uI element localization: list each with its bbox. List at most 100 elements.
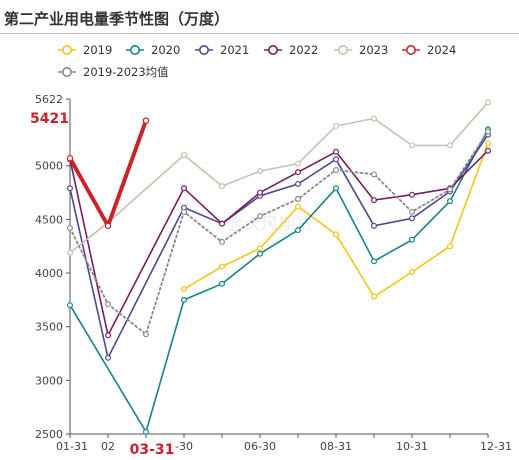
data-point: [66, 155, 74, 162]
y-tick-label: 3500: [35, 321, 63, 334]
data-point: [371, 197, 378, 204]
legend-label: 2019: [83, 43, 112, 57]
legend-swatch-marker: [199, 44, 210, 55]
y-tick-label: 4000: [35, 267, 63, 280]
data-point: [333, 167, 340, 174]
chart-axes: 2500 3000 3500 4000 4500 5000 5622 01-31 02 -30 06…: [35, 93, 512, 453]
title-divider: [0, 33, 519, 34]
data-point: [295, 160, 302, 167]
data-point: [371, 115, 378, 122]
data-point: [333, 231, 340, 238]
legend-swatch-marker: [337, 44, 348, 55]
data-point: [409, 268, 416, 275]
y-tick-label: 3000: [35, 374, 63, 387]
data-point: [104, 332, 111, 339]
data-point: [104, 301, 111, 308]
legend-item-2020: 2020: [126, 43, 180, 57]
series-layer: [66, 99, 492, 435]
data-point: [104, 222, 112, 230]
series-line: [69, 130, 489, 336]
data-point: [295, 196, 302, 203]
y-tick-label: 2500: [35, 428, 63, 441]
data-point: [371, 171, 378, 178]
legend-item-2023: 2023: [334, 43, 388, 57]
legend-label: 2024: [427, 43, 456, 57]
legend-label: 2020: [151, 43, 180, 57]
legend-label: 2022: [289, 43, 318, 57]
data-point: [333, 156, 340, 163]
x-tick-label: 08-31: [320, 440, 352, 453]
legend-swatch-marker: [267, 44, 278, 55]
data-point: [409, 215, 416, 222]
data-point: [485, 147, 492, 154]
data-point: [257, 250, 264, 257]
data-point: [295, 169, 302, 176]
series-2020: [66, 126, 492, 435]
legend-swatch-marker: [61, 67, 72, 78]
data-point: [181, 296, 188, 303]
x-tick-label: 02: [101, 440, 115, 453]
data-point: [66, 224, 73, 231]
data-point: [447, 198, 454, 205]
data-point: [333, 148, 340, 155]
x-tick-label: 10-31: [396, 440, 428, 453]
data-point: [181, 286, 188, 293]
data-point: [219, 238, 226, 245]
callouts: 5421 03-31: [30, 111, 174, 458]
legend-item-2021: 2021: [195, 43, 249, 57]
x-tick-label: -30: [175, 440, 193, 453]
data-point: [66, 185, 73, 192]
legend-swatch-marker: [405, 44, 416, 55]
legend-label: 2019-2023均值: [83, 65, 169, 79]
data-point: [371, 293, 378, 300]
data-point: [409, 236, 416, 243]
data-point: [333, 123, 340, 130]
legend-item-2022: 2022: [264, 43, 318, 57]
data-point: [219, 220, 226, 227]
data-point: [295, 203, 302, 210]
data-point: [219, 263, 226, 270]
data-point: [409, 208, 416, 215]
y-tick-label: 4500: [35, 213, 63, 226]
data-point: [409, 142, 416, 149]
data-point: [66, 249, 73, 256]
data-point: [181, 208, 188, 215]
data-point: [143, 331, 150, 338]
legend-label: 2023: [359, 43, 388, 57]
data-point: [142, 117, 150, 124]
data-point: [219, 183, 226, 190]
legend: 2019 2020 2021 2022 2023 2024 2019-2023均值: [58, 43, 456, 79]
data-point: [485, 99, 492, 106]
legend-item-2024: 2024: [402, 43, 456, 57]
data-point: [447, 142, 454, 149]
data-point: [257, 245, 264, 252]
y-tick-label: 5000: [35, 160, 63, 173]
data-point: [295, 227, 302, 234]
series-2019: [181, 140, 492, 300]
data-point: [257, 213, 264, 220]
data-point: [333, 185, 340, 192]
data-point: [143, 428, 150, 435]
chart-title: 第二产业用电量季节性图（万度）: [4, 10, 230, 28]
data-point: [409, 191, 416, 198]
last-date-label: 03-31: [130, 442, 175, 458]
x-tick-label: 12-31: [480, 440, 512, 453]
data-point: [219, 280, 226, 287]
watermark: 金大风期货: [228, 215, 313, 235]
data-point: [447, 243, 454, 250]
data-point: [104, 354, 111, 361]
data-point: [257, 168, 264, 175]
data-point: [181, 152, 188, 159]
series-2023: [66, 99, 492, 256]
last-value-label: 5421: [30, 111, 69, 127]
data-point: [181, 185, 188, 192]
legend-item-2019: 2019: [58, 43, 112, 57]
y-tick-label: 5622: [35, 93, 63, 106]
data-point: [66, 302, 73, 309]
series-line: [69, 128, 489, 433]
data-point: [371, 222, 378, 229]
data-point: [447, 186, 454, 193]
series-2024: [66, 117, 150, 230]
